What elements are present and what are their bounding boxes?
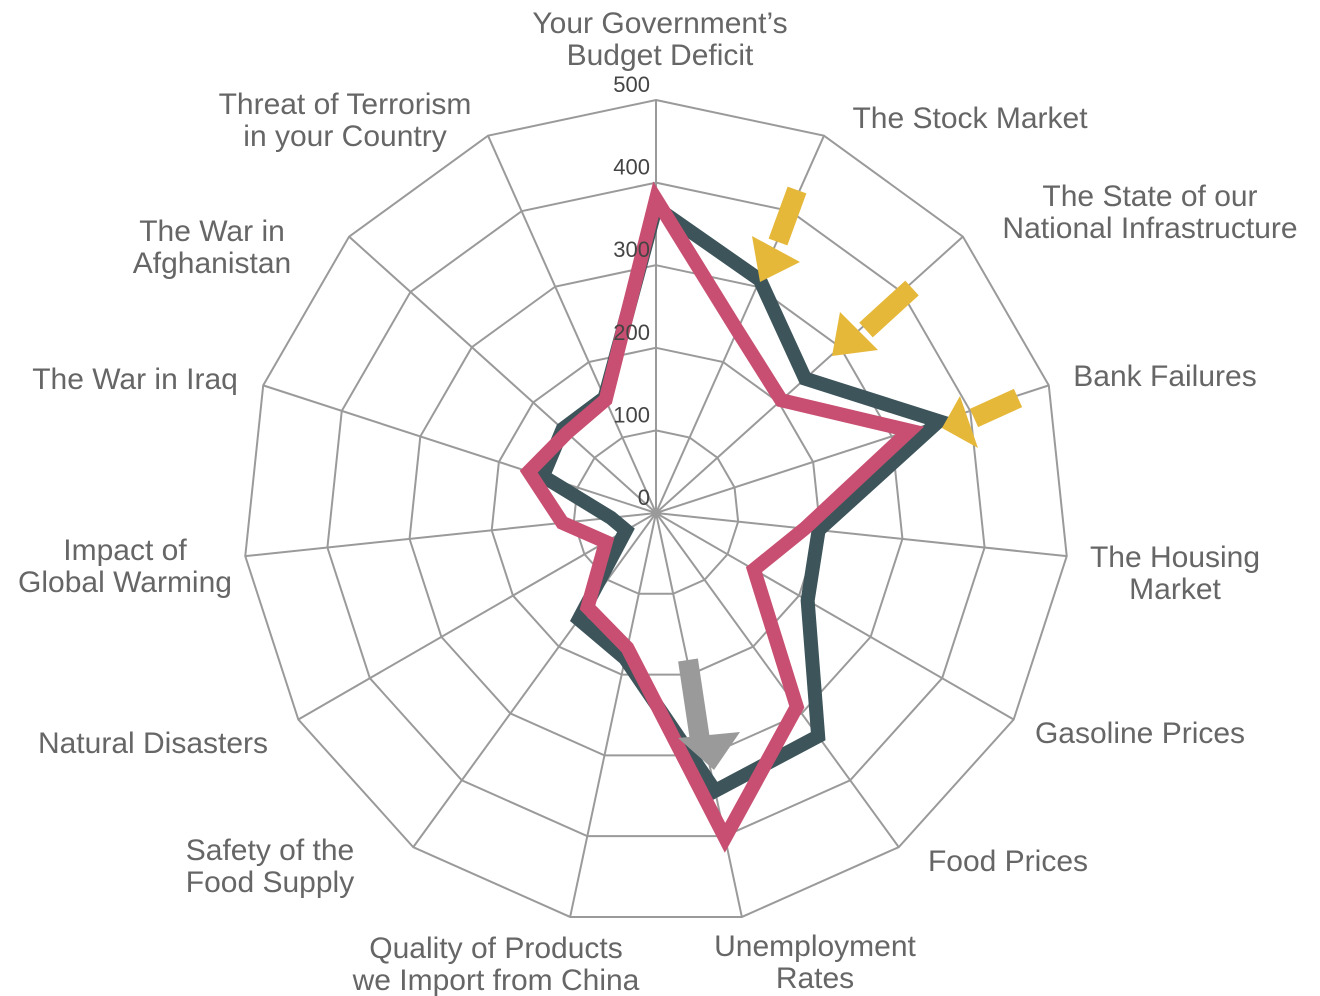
category-label: The Stock Market xyxy=(852,102,1088,135)
arrow xyxy=(969,388,1023,428)
grid-ring xyxy=(572,429,740,595)
spoke xyxy=(655,512,900,848)
category-label: Gasoline Prices xyxy=(1035,717,1245,750)
series-line xyxy=(534,195,953,801)
category-label: Food Prices xyxy=(928,845,1088,878)
arrow xyxy=(768,186,807,246)
spoke xyxy=(487,135,657,514)
category-line: Quality of Products xyxy=(369,932,622,965)
category-line: Food Prices xyxy=(928,845,1088,878)
category-line: Safety of the xyxy=(186,834,354,867)
arrow-head xyxy=(752,236,800,282)
series-layer xyxy=(519,181,953,853)
r-tick-label: 300 xyxy=(613,237,650,262)
category-label: The War in Afghanistan xyxy=(133,215,291,280)
category-label: Unemployment Rates xyxy=(714,930,916,995)
category-line: The War in xyxy=(139,215,285,248)
category-label: Safety of the Food Supply xyxy=(186,834,354,899)
category-line: Impact of xyxy=(63,534,187,567)
r-tick-label: 0 xyxy=(638,485,650,510)
category-label: Natural Disasters xyxy=(38,727,268,760)
spoke xyxy=(245,512,657,558)
category-line: Gasoline Prices xyxy=(1035,717,1245,750)
category-line: Unemployment xyxy=(714,930,916,963)
category-label: The State of our National Infrastructure xyxy=(1002,180,1297,245)
category-line: Bank Failures xyxy=(1073,360,1256,393)
category-line: The Housing xyxy=(1090,541,1260,574)
category-line: The War in Iraq xyxy=(32,363,238,396)
series-line xyxy=(519,181,925,853)
category-line: The State of our xyxy=(1042,180,1257,213)
category-label: Impact of Global Warming xyxy=(18,534,232,599)
category-label: Quality of Products we Import from China xyxy=(352,932,640,996)
category-line: Global Warming xyxy=(18,566,232,599)
spoke xyxy=(569,512,657,918)
category-label: Your Government’s Budget Deficit xyxy=(532,7,787,72)
grid-ring xyxy=(244,98,1068,918)
arrow xyxy=(859,280,919,338)
spoke xyxy=(412,512,657,848)
category-line: Natural Disasters xyxy=(38,727,268,760)
annotation-arrows xyxy=(678,186,1023,770)
category-line: Food Supply xyxy=(186,866,354,899)
category-line: Budget Deficit xyxy=(567,39,754,72)
category-line: Afghanistan xyxy=(133,247,291,280)
category-label: Threat of Terrorism in your Country xyxy=(219,88,472,153)
spoke xyxy=(655,512,1015,721)
r-tick-label: 200 xyxy=(613,320,650,345)
category-line: Rates xyxy=(776,962,854,995)
category-line: we Import from China xyxy=(352,964,640,996)
arrow-head xyxy=(678,732,740,770)
r-tick-label: 400 xyxy=(613,155,650,180)
spoke xyxy=(297,512,657,721)
category-line: in your Country xyxy=(243,120,446,153)
r-tick-label: 500 xyxy=(613,72,650,97)
category-label: Bank Failures xyxy=(1073,360,1256,393)
grid-ring xyxy=(490,346,822,676)
category-label: The War in Iraq xyxy=(32,363,238,396)
arrow-head xyxy=(832,312,878,356)
category-line: Threat of Terrorism xyxy=(219,88,472,121)
spoke xyxy=(655,512,1067,558)
category-label: The Housing Market xyxy=(1090,541,1260,606)
category-line: Market xyxy=(1129,573,1221,606)
category-line: The Stock Market xyxy=(852,102,1088,135)
arrow-head xyxy=(942,396,978,448)
category-line: National Infrastructure xyxy=(1002,212,1297,245)
spoke xyxy=(262,384,657,514)
grid-ring xyxy=(326,181,986,838)
spoke xyxy=(348,235,657,514)
arrow xyxy=(678,658,710,742)
r-tick-label: 100 xyxy=(613,402,650,427)
category-line: Your Government’s xyxy=(532,7,787,40)
